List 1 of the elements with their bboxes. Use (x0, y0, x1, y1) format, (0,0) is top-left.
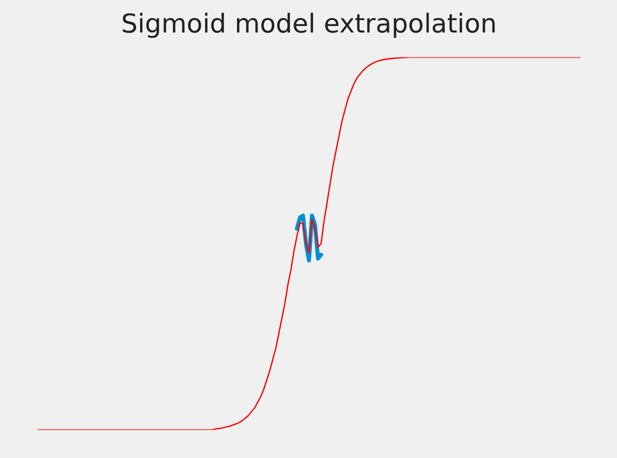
chart-title: Sigmoid model extrapolation (121, 9, 497, 40)
